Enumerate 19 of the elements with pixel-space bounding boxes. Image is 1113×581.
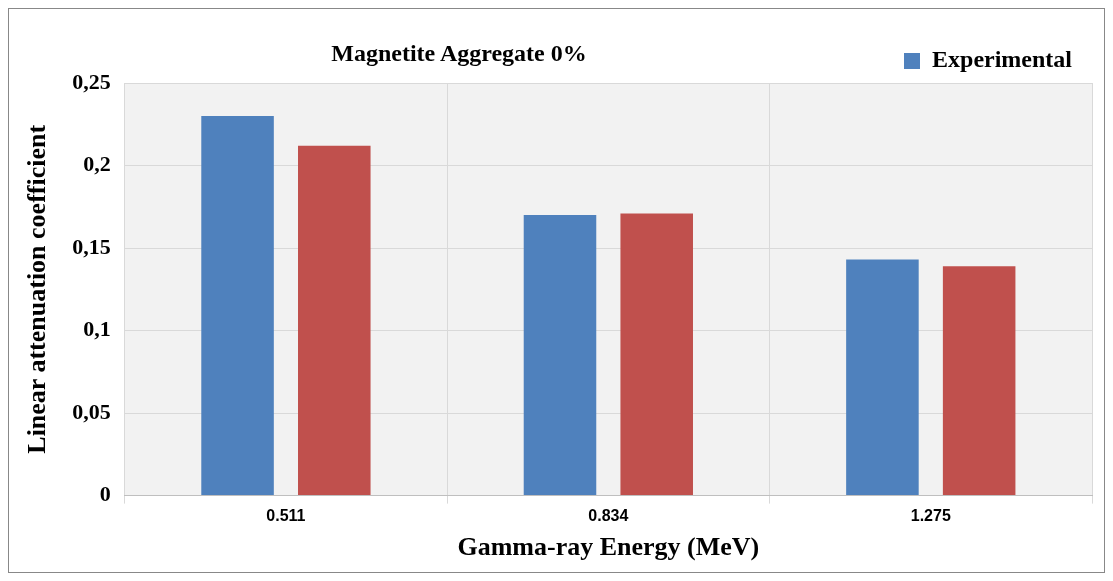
bar: [298, 145, 371, 496]
x-tick-label: 0.511: [266, 506, 306, 524]
bar: [942, 266, 1016, 496]
y-tick-label: 0: [99, 481, 111, 507]
y-tick-label: 0,1: [83, 316, 111, 342]
y-axis-title: Linear attenuation coefficient: [22, 124, 52, 454]
x-axis-title: Gamma-ray Energy (MeV): [457, 532, 760, 562]
y-tick-label: 0,25: [72, 68, 111, 94]
x-tick-label: 0.834: [588, 506, 629, 524]
x-tick-label: 1.275: [910, 506, 951, 524]
chart-title: Magnetite Aggregate 0%: [331, 40, 587, 67]
bar: [846, 259, 919, 496]
legend-label: Experimental: [932, 46, 1073, 73]
bar: [201, 116, 274, 496]
y-tick-label: 0,15: [72, 233, 111, 259]
y-tick-label: 0,05: [72, 398, 111, 424]
y-tick-label: 0,2: [83, 151, 111, 177]
bar: [620, 213, 693, 496]
bar: [523, 215, 597, 496]
